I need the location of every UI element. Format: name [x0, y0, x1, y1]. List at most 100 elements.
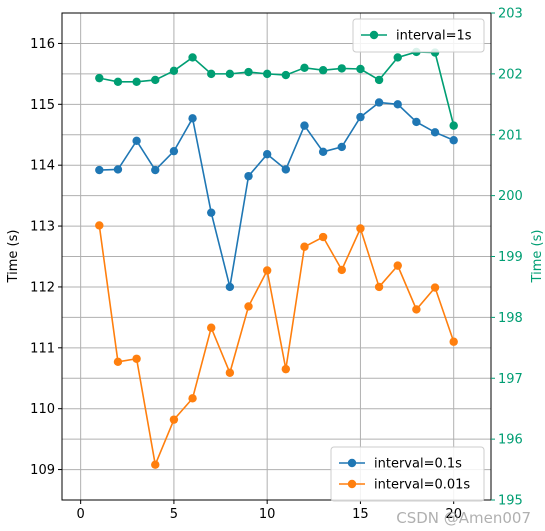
left-y-tick-label: 112 — [30, 280, 55, 295]
right-y-tick-label: 195 — [498, 494, 523, 509]
right-y-tick-label: 201 — [498, 128, 523, 143]
data-point-interval-0-1s — [132, 136, 141, 146]
x-tick-label: 10 — [259, 507, 276, 522]
data-point-interval-0-1s — [95, 165, 104, 175]
data-point-interval-0-01s — [207, 323, 216, 332]
right-y-tick-label: 200 — [498, 189, 523, 204]
left-y-tick-label: 111 — [30, 341, 55, 356]
left-y-tick-label: 115 — [30, 98, 55, 113]
x-tick-label: 5 — [170, 507, 178, 522]
right-y-tick-label: 196 — [498, 433, 523, 448]
data-point-interval-0-1s — [207, 208, 216, 217]
data-point-interval-1s — [225, 69, 235, 79]
watermark: CSDN @Amen007 — [396, 509, 531, 527]
data-point-interval-0-1s — [318, 147, 328, 156]
data-point-interval-1s — [262, 69, 272, 79]
data-point-interval-0-01s — [393, 261, 402, 270]
data-point-interval-1s — [356, 64, 365, 74]
data-point-interval-0-1s — [113, 165, 123, 174]
data-point-interval-1s — [169, 66, 179, 76]
data-point-interval-0-01s — [95, 221, 104, 230]
data-point-interval-0-01s — [132, 354, 141, 363]
data-point-interval-0-1s — [449, 136, 458, 145]
x-tick-label: 15 — [352, 507, 369, 522]
data-point-interval-1s — [132, 77, 141, 86]
data-point-interval-0-01s — [244, 302, 253, 311]
right-y-tick-label: 199 — [498, 250, 523, 265]
legend-marker — [347, 479, 357, 489]
data-point-interval-0-01s — [374, 282, 384, 292]
left-y-tick-label: 110 — [30, 402, 55, 417]
data-point-interval-1s — [207, 69, 216, 79]
data-point-interval-1s — [151, 75, 160, 85]
data-point-interval-0-01s — [318, 232, 328, 242]
data-point-interval-0-1s — [430, 128, 440, 137]
data-point-interval-0-1s — [412, 117, 421, 127]
data-point-interval-0-1s — [262, 150, 272, 159]
series-interval-1s — [95, 47, 458, 130]
data-point-interval-1s — [300, 63, 309, 72]
grid — [62, 12, 491, 501]
data-point-interval-0-01s — [225, 368, 235, 377]
series-interval-0-1s — [95, 98, 458, 292]
legend-box — [352, 18, 485, 53]
x-tick-label: 0 — [77, 507, 85, 522]
data-point-interval-0-1s — [151, 165, 160, 175]
data-point-interval-1s — [337, 64, 346, 73]
data-point-interval-0-01s — [356, 224, 365, 233]
data-point-interval-0-1s — [337, 142, 346, 152]
right-y-tick-label: 197 — [498, 372, 523, 387]
data-point-interval-0-01s — [188, 394, 197, 403]
data-point-interval-0-1s — [356, 112, 365, 122]
data-point-interval-1s — [244, 67, 253, 77]
series-line-interval-0-1s — [99, 101, 455, 288]
data-point-interval-0-01s — [449, 337, 458, 346]
data-point-interval-0-1s — [225, 282, 235, 292]
data-point-interval-0-01s — [262, 266, 272, 275]
data-point-interval-0-1s — [281, 165, 291, 174]
data-point-interval-0-01s — [169, 415, 179, 424]
data-point-interval-1s — [281, 70, 291, 80]
data-point-interval-0-01s — [151, 460, 160, 469]
data-point-interval-1s — [95, 73, 104, 83]
left-y-tick-label: 109 — [30, 463, 55, 478]
legend-marker — [369, 30, 379, 40]
data-point-interval-1s — [188, 53, 197, 62]
legend-box — [330, 446, 485, 502]
right-y-tick-label: 203 — [498, 7, 523, 22]
data-point-interval-0-1s — [374, 98, 384, 107]
right-ylabel: Time (s) — [530, 230, 545, 284]
data-point-interval-0-1s — [169, 146, 179, 156]
legend-marker — [347, 458, 357, 468]
legend-label: interval=0.01s — [374, 478, 470, 493]
left-y-tick-label: 116 — [30, 37, 55, 52]
data-point-interval-0-1s — [244, 171, 253, 181]
series-layer — [95, 47, 458, 469]
data-point-interval-0-01s — [412, 305, 421, 314]
left-y-tick-label: 114 — [30, 159, 55, 174]
data-point-interval-1s — [113, 77, 123, 86]
data-point-interval-1s — [374, 75, 384, 85]
data-point-interval-0-01s — [113, 357, 123, 367]
legend-label: interval=0.1s — [374, 457, 462, 472]
right-y-tick-label: 202 — [498, 67, 523, 82]
data-point-interval-1s — [318, 66, 328, 75]
series-line-interval-1s — [99, 51, 455, 126]
data-point-interval-0-01s — [430, 283, 440, 292]
left-y-tick-label: 113 — [30, 220, 55, 235]
right-y-tick-label: 198 — [498, 311, 523, 326]
data-point-interval-0-1s — [393, 100, 402, 109]
data-point-interval-0-1s — [300, 121, 309, 130]
data-point-interval-0-01s — [337, 265, 346, 275]
series-line-interval-0-01s — [98, 225, 455, 468]
left-ylabel: Time (s) — [6, 230, 21, 284]
data-point-interval-0-01s — [300, 242, 309, 251]
legend-upper-right: interval=1s — [352, 18, 485, 53]
data-point-interval-1s — [393, 53, 402, 62]
legend-lower-right: interval=0.1s interval=0.01s — [330, 446, 485, 502]
data-point-interval-0-01s — [281, 364, 291, 374]
axes: 0 5 10 15 20 109 110 111 112 113 114 115 116 195 196 19… — [30, 7, 523, 523]
x-tick-label: 20 — [445, 507, 462, 522]
data-point-interval-0-1s — [188, 114, 197, 123]
